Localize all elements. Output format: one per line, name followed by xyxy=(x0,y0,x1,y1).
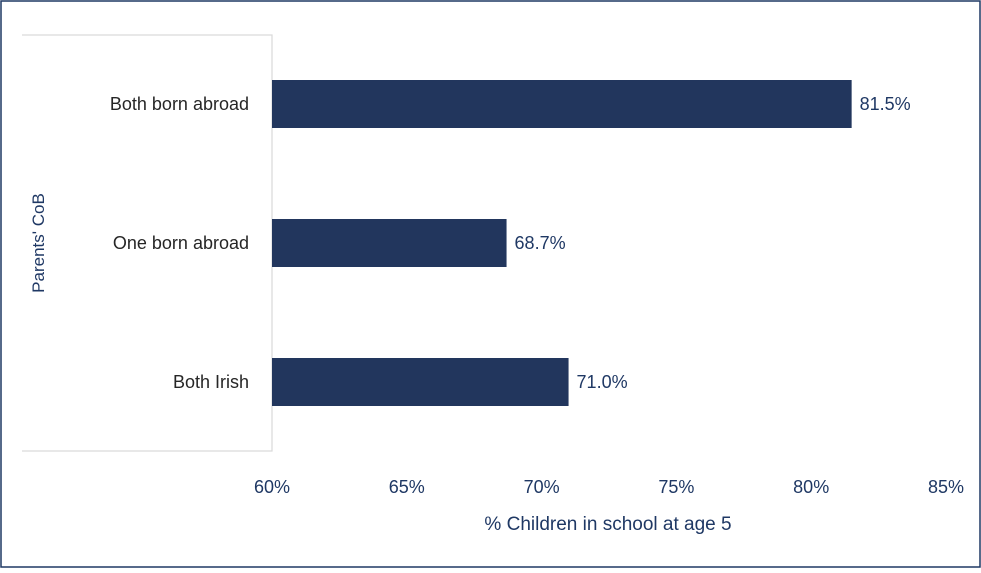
bars-layer xyxy=(272,80,852,406)
x-tick-label: 80% xyxy=(793,477,829,497)
data-label: 68.7% xyxy=(515,233,566,253)
data-label: 81.5% xyxy=(860,94,911,114)
ticks-layer: 60% 65% 70% 75% 80% 85% xyxy=(254,477,964,497)
x-tick-label: 75% xyxy=(658,477,694,497)
x-axis-title: % Children in school at age 5 xyxy=(484,514,731,535)
bar xyxy=(272,80,852,128)
labels-layer: Both born abroad 81.5% One born abroad 68.7… xyxy=(110,94,911,392)
data-label: 71.0% xyxy=(577,372,628,392)
category-label: Both Irish xyxy=(173,372,249,392)
x-tick-label: 70% xyxy=(524,477,560,497)
category-label: One born abroad xyxy=(113,233,249,253)
bar xyxy=(272,358,569,406)
bar xyxy=(272,219,507,267)
x-tick-label: 65% xyxy=(389,477,425,497)
category-label: Both born abroad xyxy=(110,94,249,114)
x-tick-label: 60% xyxy=(254,477,290,497)
x-tick-label: 85% xyxy=(928,477,964,497)
y-axis-title: Parents' CoB xyxy=(29,193,48,293)
